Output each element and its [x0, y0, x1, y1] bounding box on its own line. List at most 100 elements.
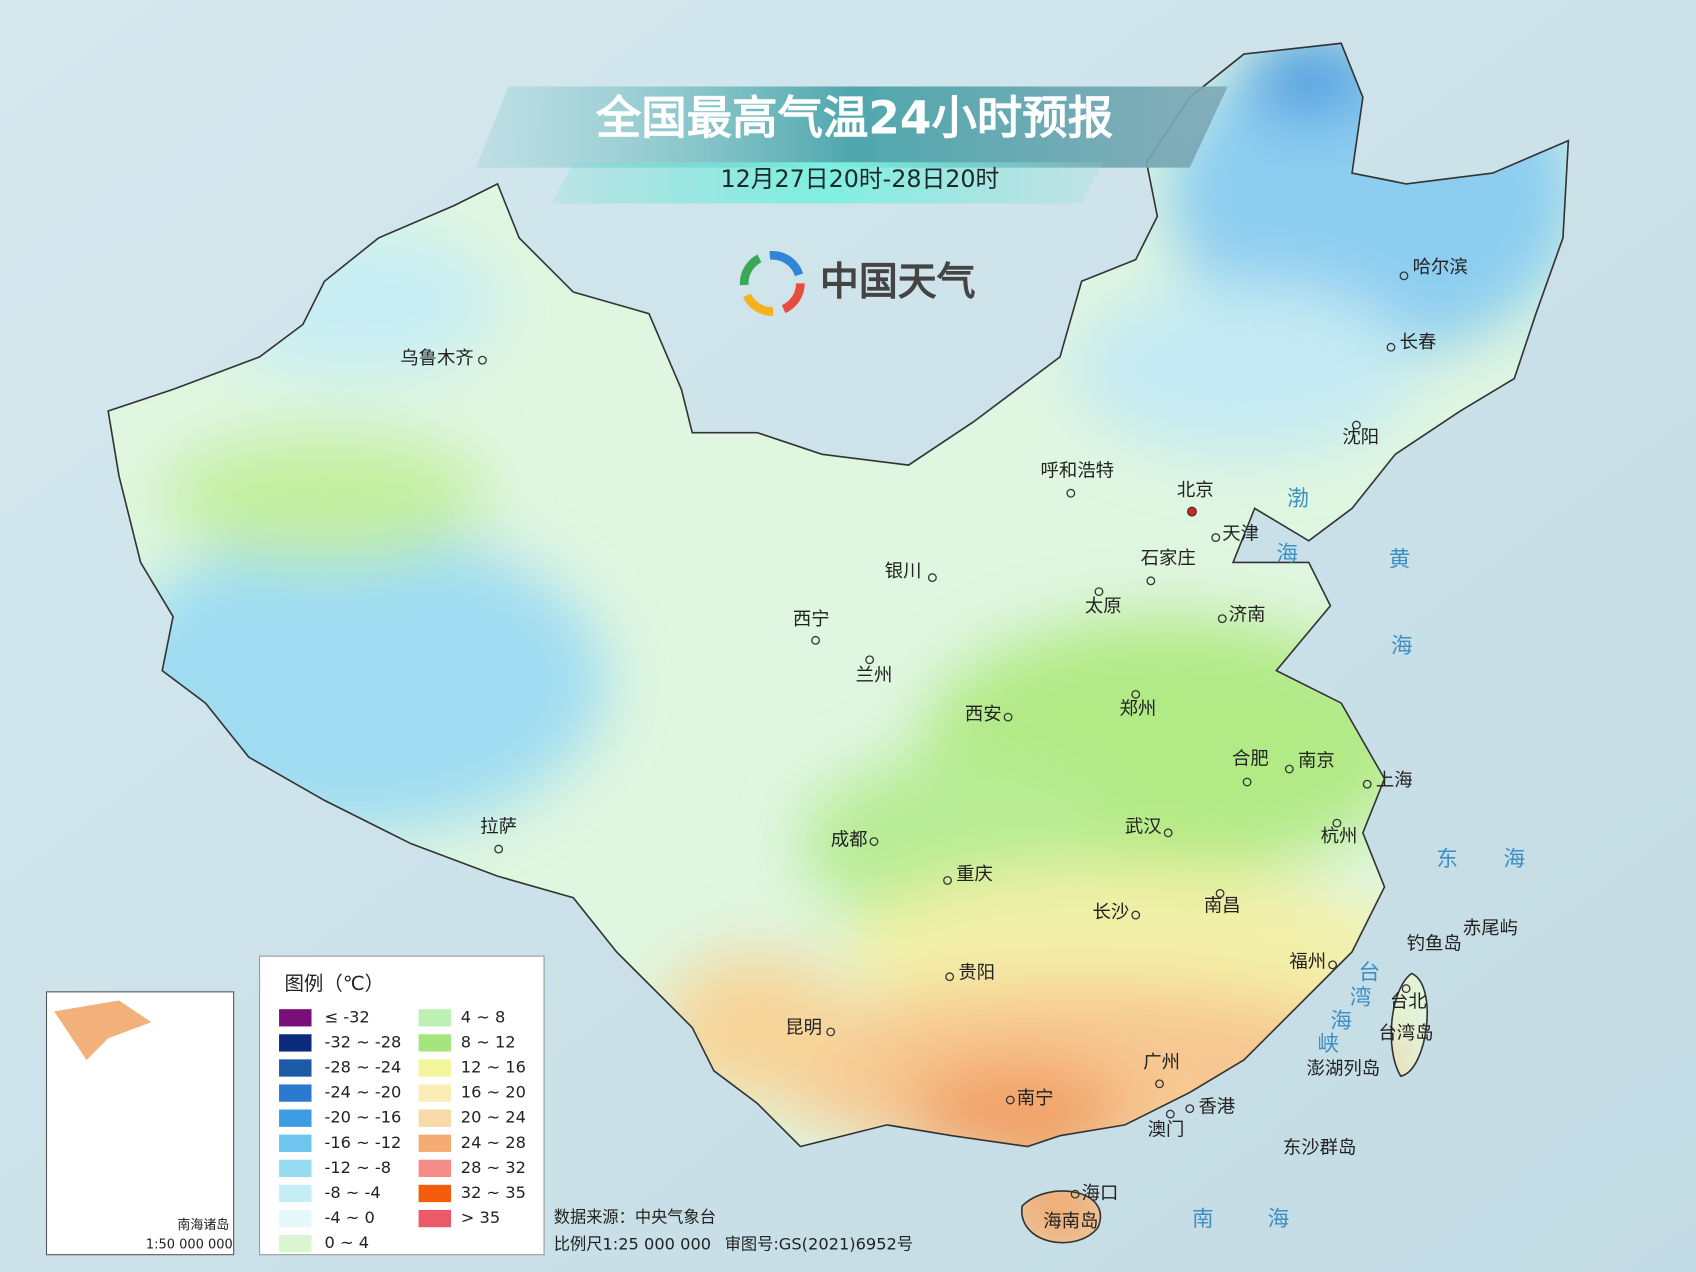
sea-label: 海: [1276, 542, 1298, 567]
city-dot: [1215, 888, 1225, 898]
city-dot: [1211, 533, 1221, 543]
legend-swatch: [279, 1235, 312, 1253]
city-dot: [945, 972, 955, 982]
title-banner: [475, 86, 1228, 168]
legend-swatch: [418, 1059, 452, 1077]
city-label: 济南: [1229, 604, 1266, 625]
city-label: 海口: [1082, 1183, 1119, 1204]
city-dot: [1401, 984, 1411, 994]
city-label: 银川: [885, 561, 922, 582]
legend-label: 24 ~ 28: [461, 1133, 526, 1152]
city-dot: [1163, 828, 1173, 838]
legend-label: -32 ~ -28: [324, 1032, 401, 1051]
legend-swatch: [418, 1109, 452, 1127]
legend-swatch: [418, 1159, 452, 1178]
city-label: 成都: [831, 829, 868, 850]
sea-label: 湾: [1350, 985, 1372, 1010]
city-dot: [1070, 1189, 1080, 1199]
city-label: 石家庄: [1141, 548, 1196, 569]
city-dot: [1094, 587, 1104, 597]
city-dot: [1399, 271, 1409, 281]
legend-box: [259, 955, 545, 1256]
sea-label: 海: [1268, 1207, 1290, 1232]
city-label: 福州: [1289, 952, 1326, 973]
city-label: 长春: [1400, 332, 1437, 353]
legend-swatch: [279, 1059, 312, 1077]
city-dot: [869, 837, 879, 846]
sea-label: 南: [1192, 1207, 1214, 1232]
city-label: 太原: [1085, 596, 1122, 617]
city-label: 南京: [1298, 750, 1335, 771]
legend-label: 32 ~ 35: [461, 1183, 526, 1202]
legend-swatch: [279, 1034, 312, 1052]
legend-label: -16 ~ -12: [324, 1133, 401, 1152]
city-label: 哈尔滨: [1413, 257, 1468, 278]
city-label: 西安: [965, 704, 1002, 725]
city-label: 台北: [1390, 992, 1427, 1013]
city-label: 乌鲁木齐: [400, 348, 474, 369]
legend-label: ≤ -32: [324, 1007, 369, 1026]
source: 数据来源：中央气象台: [554, 1207, 716, 1226]
city-dot: [1242, 777, 1252, 787]
city-label: 南宁: [1017, 1088, 1054, 1109]
city-dot: [1165, 1109, 1175, 1119]
legend-label: -24 ~ -20: [324, 1083, 401, 1102]
brand: 中国天气: [820, 260, 976, 305]
legend-swatch: [279, 1184, 312, 1203]
legend-swatch: [279, 1209, 312, 1228]
city-dot: [1005, 1095, 1015, 1105]
city-label: 兰州: [856, 665, 893, 686]
legend-swatch: [418, 1184, 452, 1203]
city-dot: [1386, 342, 1396, 352]
legend-label: 4 ~ 8: [461, 1007, 506, 1026]
city-label: 南昌: [1204, 895, 1241, 916]
city-label: 昆明: [785, 1018, 822, 1039]
place-label: 澎湖列岛: [1307, 1059, 1381, 1080]
city-dot: [1131, 910, 1141, 920]
sea-label: 东: [1436, 847, 1458, 872]
city-label: 武汉: [1125, 816, 1162, 837]
legend-label: 28 ~ 32: [461, 1158, 526, 1177]
city-dot: [943, 876, 952, 885]
city-dot: [826, 1027, 836, 1037]
legend-label: 0 ~ 4: [324, 1233, 369, 1252]
legend-swatch: [279, 1134, 312, 1152]
city-dot: [1328, 960, 1338, 970]
city-dot: [477, 355, 487, 365]
city-label: 杭州: [1321, 826, 1358, 847]
city-dot: [1185, 1104, 1195, 1114]
legend-title: 图例（℃）: [284, 972, 384, 995]
legend-swatch: [418, 1209, 452, 1228]
legend-label: -8 ~ -4: [324, 1183, 380, 1202]
city-dot: [494, 844, 504, 854]
city-label: 拉萨: [480, 816, 517, 837]
inset-scale: 1:50 000 000: [146, 1237, 233, 1252]
legend-label: -12 ~ -8: [324, 1158, 391, 1177]
subtitle-banner: [551, 162, 1104, 204]
place-label: 东沙群岛: [1283, 1138, 1357, 1159]
legend-label: 12 ~ 16: [461, 1058, 526, 1077]
legend-swatch: [418, 1034, 452, 1052]
logo: [739, 250, 805, 316]
scale: 比例尺1:25 000 000: [554, 1234, 711, 1253]
city-dot: [927, 573, 937, 583]
legend-swatch: [418, 1084, 452, 1102]
city-dot: [1186, 506, 1197, 517]
place-label: 台湾岛: [1379, 1023, 1434, 1044]
city-dot: [1284, 764, 1294, 774]
city-label: 广州: [1143, 1052, 1180, 1073]
city-label: 重庆: [956, 864, 993, 885]
sea-label: 海: [1391, 634, 1413, 659]
sea-label: 台: [1359, 960, 1381, 985]
city-dot: [1217, 614, 1227, 624]
city-dot: [1003, 712, 1013, 722]
city-dot: [1131, 689, 1141, 699]
city-dot: [1332, 818, 1342, 828]
legend-label: -4 ~ 0: [324, 1208, 374, 1227]
place-label: 赤尾屿: [1463, 918, 1518, 939]
city-dot: [1146, 576, 1156, 586]
review-number: 审图号:GS(2021)6952号: [725, 1234, 913, 1253]
sea-label: 峡: [1317, 1032, 1339, 1057]
city-label: 沈阳: [1342, 427, 1379, 448]
